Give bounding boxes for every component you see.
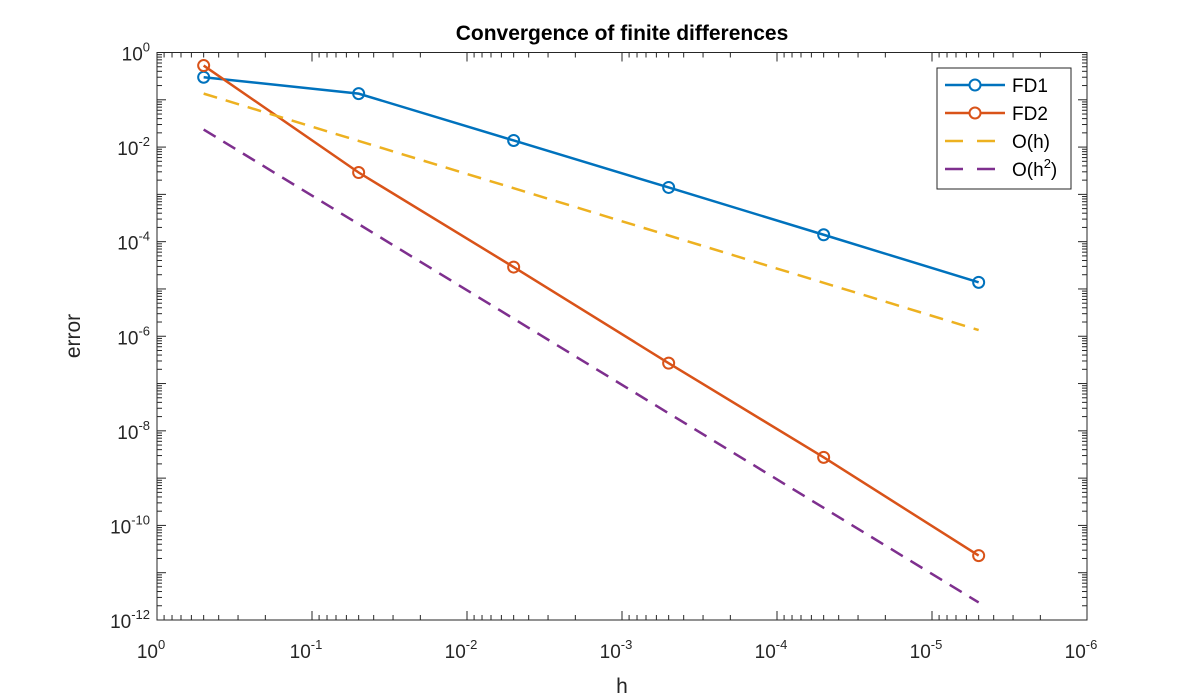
legend-label-fd1: FD1 [1012,76,1048,97]
data-point-fd1 [972,275,986,289]
y-tick-label: 10-8 [117,418,150,444]
x-tick-label: 10-4 [755,637,788,663]
y-tick-label: 10-10 [110,512,150,538]
x-tick-label: 10-5 [910,637,943,663]
x-tick-label: 10-3 [600,637,633,663]
series-layer [197,59,986,604]
x-tick-label: 10-1 [290,637,323,663]
chart-title: Convergence of finite differences [456,22,789,45]
series-line-o-h-2 [203,128,980,604]
x-tick-label: 10-2 [445,637,478,663]
x-axis-label: h [616,675,628,698]
data-point-fd2 [197,59,211,73]
y-tick-label: 10-4 [117,229,150,255]
data-point-fd1 [507,133,521,147]
y-tick-label: 10-2 [117,134,150,160]
legend-marker-fd1 [968,78,982,92]
legend: FD1 FD2 O(h) O(h2) [936,67,1072,190]
series-line-fd1 [203,75,980,284]
y-tick-label: 100 [122,40,150,66]
data-point-fd2 [507,260,521,274]
legend-label-o-h-2: O(h2) [1012,156,1057,181]
plot-area-box [156,52,1088,621]
data-point-fd2 [352,166,366,180]
x-tick-label: 10-6 [1065,637,1098,663]
data-point-fd1 [352,87,366,101]
legend-marker-fd2 [968,106,982,120]
y-axis-label: error [62,314,85,358]
data-point-fd2 [662,356,676,370]
x-tick-label: 100 [137,637,165,663]
series-line-o-h [203,92,980,332]
data-point-fd2 [817,450,831,464]
legend-label-fd2: FD2 [1012,104,1048,125]
y-tick-label: 10-6 [117,323,150,349]
legend-label-o-h: O(h) [1012,132,1050,153]
series-line-fd2 [202,64,980,557]
data-point-fd2 [972,549,986,563]
data-point-fd1 [662,180,676,194]
y-tick-label: 10-12 [110,607,150,633]
data-point-fd1 [817,228,831,242]
